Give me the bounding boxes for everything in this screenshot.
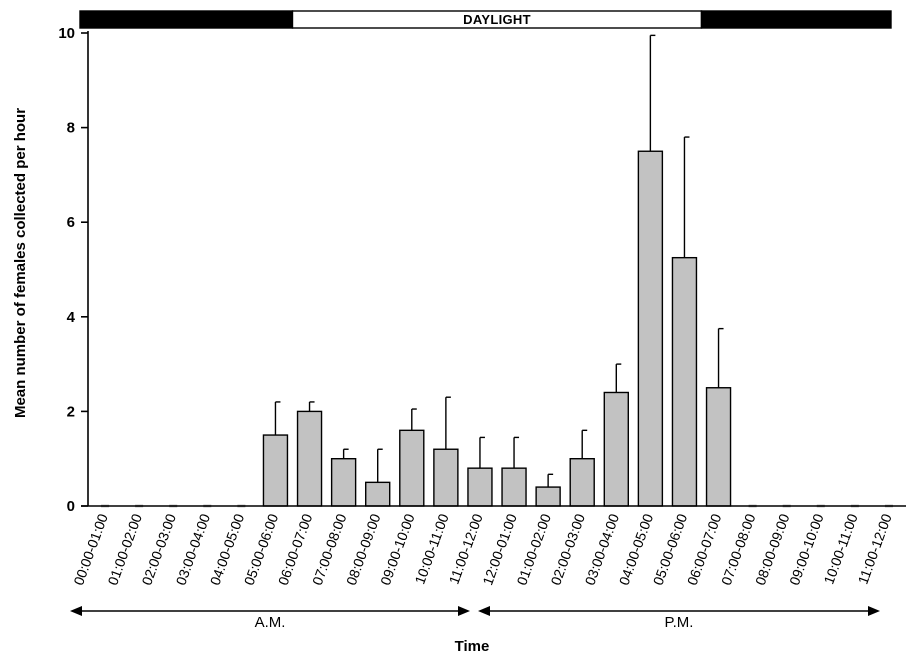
bar-series bbox=[101, 34, 893, 508]
x-tick-label: 05:00-06:00 bbox=[650, 511, 691, 587]
x-tick-label: 00:00-01:00 bbox=[70, 511, 111, 587]
y-axis-title: Mean number of females collected per hou… bbox=[12, 108, 29, 418]
y-tick-label: 6 bbox=[67, 214, 75, 231]
bar bbox=[467, 467, 493, 507]
x-tick-label: 04:00-05:00 bbox=[207, 511, 248, 587]
x-tick-label: 01:00-02:00 bbox=[104, 511, 145, 587]
x-tick-label: 12:00-01:00 bbox=[479, 511, 520, 587]
light-period-band bbox=[700, 10, 892, 29]
x-tick-label: 01:00-02:00 bbox=[513, 511, 554, 587]
bar bbox=[603, 391, 629, 507]
light-period-label: DAYLIGHT bbox=[463, 12, 531, 27]
x-tick-label: 06:00-07:00 bbox=[275, 511, 316, 587]
x-tick-label: 10:00-11:00 bbox=[820, 511, 860, 586]
light-period-bands: DARKNESS DAYLIGHT DARKNESS bbox=[79, 10, 892, 29]
bar bbox=[671, 256, 698, 507]
x-tick-label: 11:00-12:00 bbox=[446, 511, 486, 586]
x-tick-label: 07:00-08:00 bbox=[718, 511, 759, 587]
bar bbox=[535, 486, 561, 507]
x-tick-label: 03:00-04:00 bbox=[173, 511, 214, 587]
bar bbox=[365, 481, 391, 507]
bar bbox=[569, 458, 595, 507]
bar bbox=[637, 150, 664, 507]
y-tick-label: 8 bbox=[67, 120, 75, 137]
x-tick-label: 11:00-12:00 bbox=[855, 511, 895, 586]
x-tick-label: 09:00-10:00 bbox=[377, 511, 418, 587]
light-period-label: DARKNESS bbox=[759, 12, 834, 27]
x-tick-label: 03:00-04:00 bbox=[582, 511, 623, 587]
period-label: P.M. bbox=[665, 614, 694, 631]
am-pm-periods: A.M. P.M. bbox=[70, 606, 880, 631]
bar bbox=[501, 467, 527, 507]
x-tick-label: 09:00-10:00 bbox=[786, 511, 827, 587]
period-arrow-head-left bbox=[478, 606, 490, 616]
x-tick-label: 08:00-09:00 bbox=[343, 511, 384, 587]
y-axis: 0 2 4 6 8 10 bbox=[58, 25, 89, 515]
x-tick-label: 06:00-07:00 bbox=[684, 511, 725, 587]
x-tick-label: 04:00-05:00 bbox=[616, 511, 657, 587]
bar bbox=[296, 410, 323, 507]
x-axis: 00:00-01:0001:00-02:0002:00-03:0003:00-0… bbox=[70, 505, 906, 587]
x-tick-label: 10:00-11:00 bbox=[411, 511, 451, 586]
bar bbox=[330, 458, 357, 507]
x-tick-label: 02:00-03:00 bbox=[547, 511, 588, 587]
bar bbox=[262, 434, 289, 507]
period-label: A.M. bbox=[255, 614, 286, 631]
period-arrow-head-right bbox=[868, 606, 880, 616]
y-tick-label: 2 bbox=[67, 403, 75, 420]
light-period-label: DARKNESS bbox=[149, 12, 224, 27]
x-tick-label: 05:00-06:00 bbox=[241, 511, 282, 587]
period-arrow-head-left bbox=[70, 606, 82, 616]
x-axis-title: Time bbox=[455, 638, 490, 655]
bar bbox=[705, 387, 732, 507]
y-tick-label: 4 bbox=[67, 309, 76, 326]
x-tick-label: 08:00-09:00 bbox=[752, 511, 793, 587]
y-tick-label: 0 bbox=[67, 498, 75, 515]
x-tick-label: 07:00-08:00 bbox=[309, 511, 350, 587]
y-tick-label: 10 bbox=[58, 25, 75, 42]
period-arrow-head-right bbox=[458, 606, 470, 616]
bar bbox=[433, 448, 459, 507]
bar bbox=[399, 429, 425, 507]
x-tick-label: 02:00-03:00 bbox=[138, 511, 179, 587]
